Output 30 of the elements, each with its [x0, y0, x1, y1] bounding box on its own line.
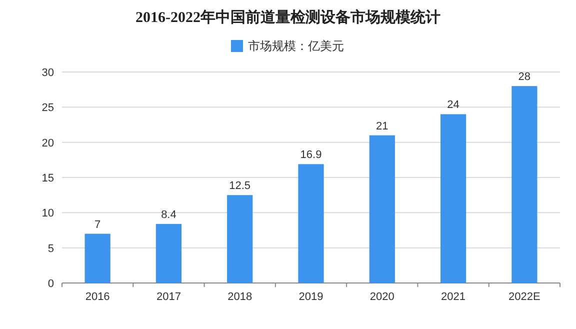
data-label: 28 [518, 71, 531, 84]
bar [227, 195, 253, 283]
data-label: 16.9 [300, 149, 322, 162]
data-label: 24 [447, 99, 460, 112]
x-tick-label: 2022E [508, 291, 540, 303]
x-tick-label: 2017 [156, 291, 181, 303]
data-label: 7 [94, 218, 101, 231]
y-tick-label: 30 [42, 67, 54, 79]
x-tick-label: 2016 [85, 291, 110, 303]
x-tick-label: 2021 [441, 291, 466, 303]
bar [84, 234, 110, 283]
data-label: 21 [376, 120, 388, 132]
y-tick-label: 0 [48, 278, 54, 290]
y-tick-label: 5 [48, 242, 54, 255]
y-tick-label: 15 [42, 172, 54, 184]
bar [156, 224, 182, 283]
chart-title: 2016-2022年中国前道量检测设备市场规模统计 [136, 8, 440, 26]
data-label: 12.5 [229, 180, 251, 192]
data-label: 8.4 [161, 208, 176, 221]
bar [512, 86, 538, 283]
y-tick-label: 10 [42, 208, 54, 220]
bar [440, 114, 466, 283]
y-tick-label: 25 [42, 102, 54, 114]
x-tick-label: 2019 [298, 291, 324, 303]
bar [369, 135, 395, 283]
legend-label: 市场规模：亿美元 [248, 39, 344, 53]
bar [298, 164, 324, 283]
y-tick-label: 20 [42, 137, 54, 150]
x-tick-label: 2018 [228, 291, 252, 303]
x-tick-label: 2020 [370, 291, 394, 303]
